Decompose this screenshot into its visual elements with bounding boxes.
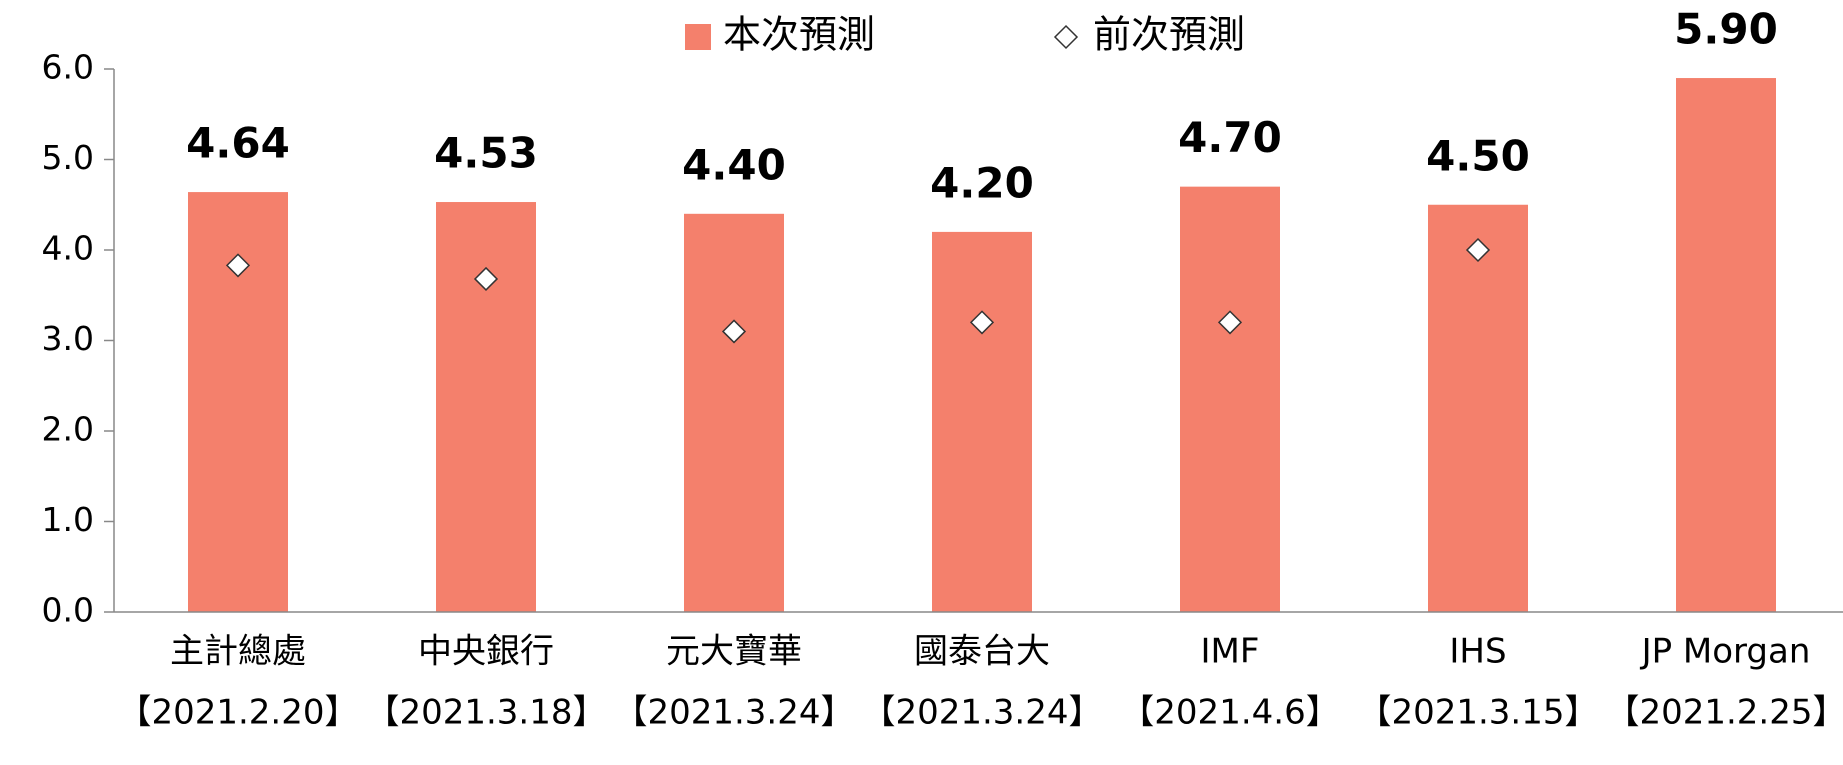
y-tick-label: 3.0 (42, 319, 94, 358)
x-tick-date: 【2021.3.24】 (861, 693, 1102, 733)
marker (969, 310, 995, 335)
data-label: 5.90 (1674, 5, 1778, 54)
marker (1217, 310, 1243, 335)
y-tick-label: 2.0 (42, 410, 94, 449)
marker (473, 266, 499, 292)
marker (721, 319, 747, 344)
x-tick-date: 【2021.3.15】 (1357, 693, 1598, 733)
legend-marker (1053, 24, 1079, 50)
x-tick-date: 【2021.3.24】 (613, 693, 854, 733)
x-tick-label: IMF (1201, 632, 1260, 672)
data-label: 4.53 (434, 129, 538, 178)
x-tick-label: 中央銀行 (418, 632, 554, 672)
legend-swatch (685, 24, 711, 50)
bar (1676, 78, 1776, 613)
legend-label: 本次預測 (723, 13, 875, 57)
data-label: 4.40 (682, 140, 786, 189)
data-label: 4.70 (1178, 113, 1282, 162)
y-tick-label: 6.0 (42, 48, 94, 87)
bar (684, 213, 784, 613)
x-tick-date: 【2021.2.20】 (117, 693, 358, 733)
x-tick-label: 元大寶華 (666, 632, 802, 672)
data-label: 4.50 (1426, 131, 1530, 180)
x-tick-date: 【2021.2.25】 (1605, 693, 1843, 733)
x-tick-date: 【2021.4.6】 (1120, 693, 1339, 733)
data-label: 4.64 (186, 119, 290, 168)
bar (1180, 186, 1280, 612)
y-tick-label: 4.0 (42, 229, 94, 268)
x-tick-date: 【2021.3.18】 (365, 693, 606, 733)
x-tick-label: 主計總處 (170, 632, 306, 672)
y-tick-label: 5.0 (42, 138, 94, 177)
x-tick-label: 國泰台大 (914, 632, 1050, 672)
x-tick-label: JP Morgan (1640, 632, 1811, 672)
data-label: 4.20 (930, 158, 1034, 207)
bar (436, 202, 536, 612)
marker (225, 253, 251, 278)
bar (1428, 204, 1528, 612)
legend-label: 前次預測 (1093, 13, 1245, 57)
y-tick-label: 1.0 (42, 500, 94, 539)
y-tick-label: 0.0 (42, 591, 94, 630)
marker (1465, 237, 1491, 263)
x-tick-label: IHS (1449, 632, 1506, 672)
bar (932, 231, 1032, 612)
